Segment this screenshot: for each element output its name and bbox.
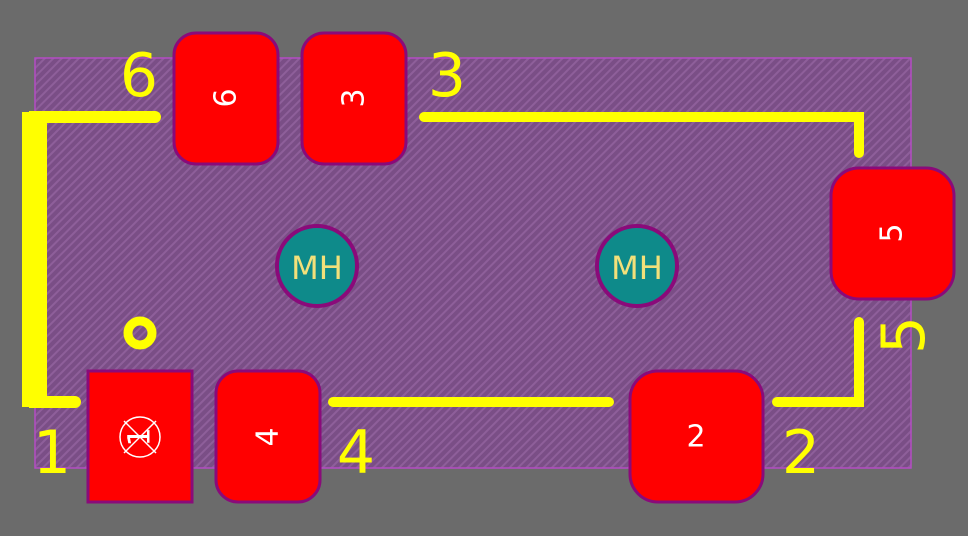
pad-5-number: 5 (875, 223, 910, 242)
pad-1[interactable]: 1 (86, 369, 194, 504)
pad-1-number: 1 (123, 427, 158, 446)
mounting-hole-left[interactable]: MH (275, 224, 359, 308)
mounting-hole-left-label: MH (291, 249, 343, 287)
pad-3-number: 3 (337, 88, 372, 107)
pad-3-copper (300, 31, 408, 166)
pad-4-number: 4 (251, 427, 286, 446)
pad-4-copper (214, 369, 322, 504)
mounting-hole-right-ring (595, 224, 679, 308)
mounting-hole-right[interactable]: MH (595, 224, 679, 308)
pad-1-copper (86, 369, 194, 504)
pad-5[interactable]: 5 (829, 166, 956, 301)
pad-2-number: 2 (686, 420, 705, 455)
designator-5: 5 (869, 316, 939, 354)
silkscreen-outline (22, 111, 864, 408)
mounting-hole-left-ring (275, 224, 359, 308)
silk-left-bar (22, 112, 47, 407)
mounting-hole-right-label: MH (611, 249, 663, 287)
designator-4: 4 (337, 418, 375, 488)
silk-top-right (419, 112, 864, 158)
designator-2: 2 (782, 418, 820, 488)
pad-2-copper (628, 369, 765, 504)
pin1-marker-dot (123, 316, 157, 350)
pad-5-copper (829, 166, 956, 301)
pad-4[interactable]: 4 (214, 369, 322, 504)
designator-1: 1 (33, 418, 71, 488)
silk-bottom-right (772, 317, 864, 407)
pad-3[interactable]: 3 (300, 31, 408, 166)
designator-6: 6 (120, 41, 158, 111)
pad-2[interactable]: 2 (628, 369, 765, 504)
pad-6-copper (172, 31, 280, 166)
pad-6[interactable]: 6 (172, 31, 280, 166)
pad-1-target-icon (119, 416, 161, 458)
pad-6-number: 6 (209, 88, 244, 107)
designator-3: 3 (428, 41, 466, 111)
